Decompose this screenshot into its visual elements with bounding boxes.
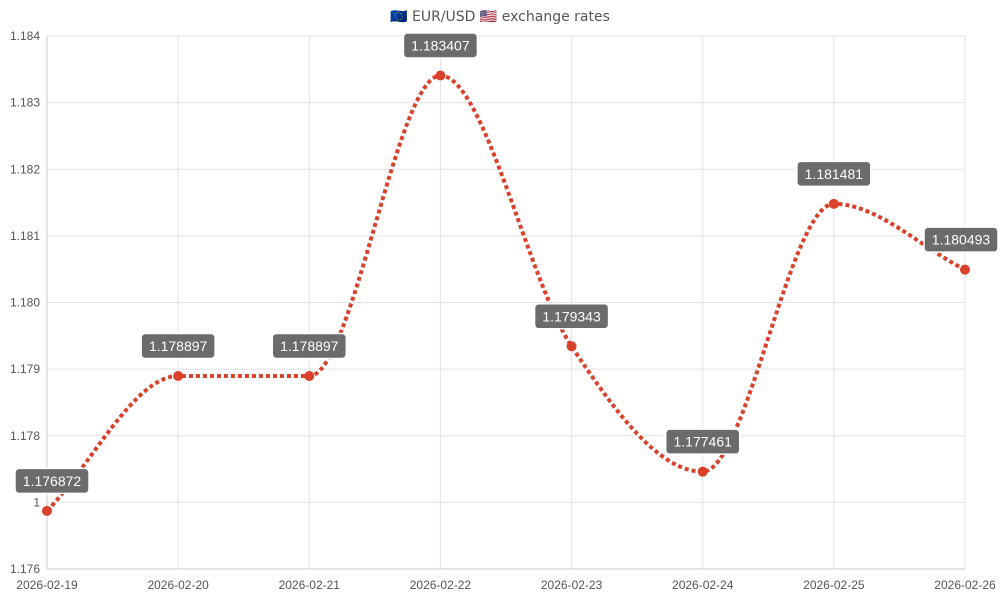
- data-label: 1.180493: [932, 232, 991, 248]
- data-label: 1.178897: [280, 338, 339, 354]
- data-point: [435, 70, 446, 81]
- x-tick-label: 2026-02-24: [672, 578, 734, 592]
- y-tick-label: 1.178: [10, 429, 40, 443]
- x-tick-label: 2026-02-21: [279, 578, 341, 592]
- x-tick-label: 2026-02-20: [147, 578, 209, 592]
- y-tick-label: 1.181: [10, 229, 40, 243]
- data-label-box: [533, 303, 610, 330]
- data-label: 1.176872: [23, 473, 82, 489]
- chart-title: 🇪🇺 EUR/USD 🇺🇸 exchange rates: [390, 9, 610, 25]
- data-point: [566, 341, 577, 352]
- data-label-box: [14, 467, 90, 495]
- data-label-box: [271, 332, 348, 360]
- data-point: [304, 370, 315, 381]
- x-tick-label: 2026-02-26: [934, 578, 996, 592]
- y-tick-label: 1.184: [10, 29, 40, 43]
- y-tick-label: 1.180: [10, 296, 40, 310]
- x-tick-label: 2026-02-25: [803, 578, 865, 592]
- x-tick-label: 2026-02-22: [410, 578, 472, 592]
- y-tick-label: 1.176: [10, 562, 40, 576]
- y-tick-label: 1.182: [10, 162, 40, 176]
- data-label: 1.183407: [411, 38, 470, 54]
- y-tick-label: 1: [33, 495, 40, 509]
- data-point: [42, 505, 52, 516]
- data-label-box: [664, 428, 741, 455]
- data-label: 1.181481: [805, 166, 864, 182]
- series-line: [45, 73, 966, 513]
- data-label: 1.179343: [542, 308, 601, 324]
- data-point: [697, 466, 708, 477]
- data-point: [960, 264, 970, 275]
- data-label-box: [402, 32, 479, 59]
- x-tick-label: 2026-02-19: [16, 578, 78, 592]
- x-tick-label: 2026-02-23: [541, 578, 603, 592]
- y-tick-label: 1.183: [10, 96, 40, 110]
- y-tick-label: 1.179: [10, 362, 40, 376]
- data-label: 1.177461: [674, 434, 733, 450]
- data-label-box: [923, 226, 999, 253]
- data-label-box: [796, 160, 872, 188]
- data-label-box: [140, 332, 216, 360]
- data-point: [828, 198, 839, 209]
- data-point: [173, 370, 184, 381]
- data-label: 1.178897: [149, 338, 208, 354]
